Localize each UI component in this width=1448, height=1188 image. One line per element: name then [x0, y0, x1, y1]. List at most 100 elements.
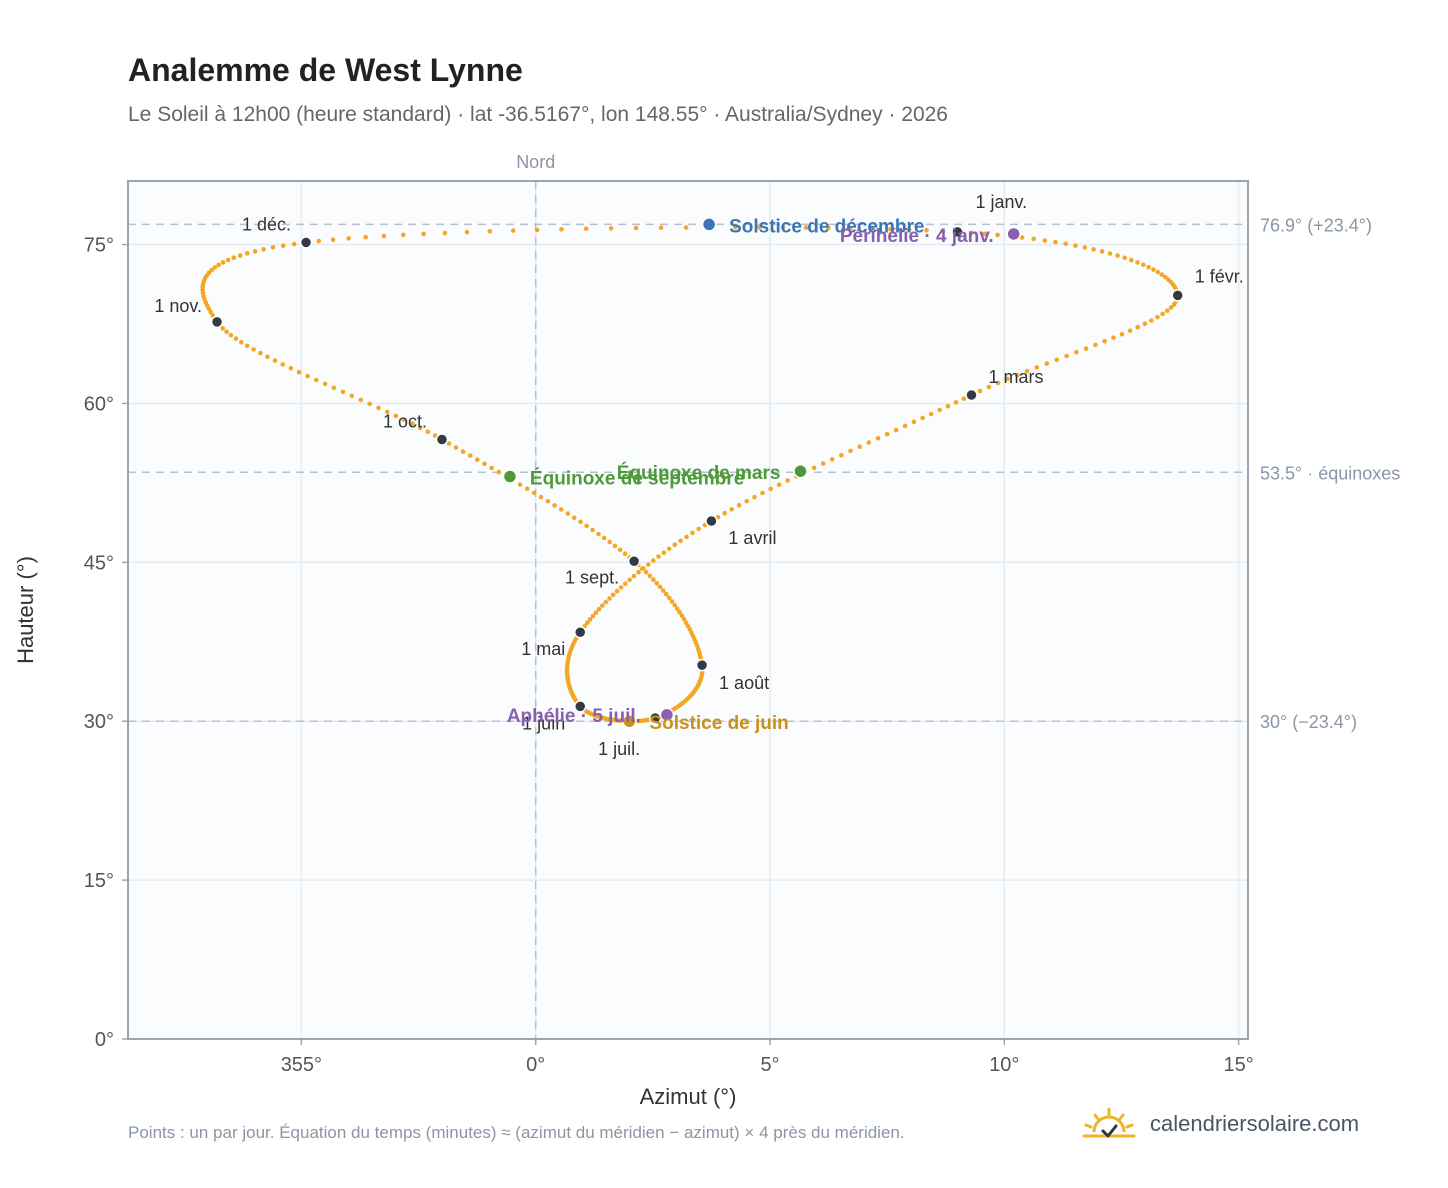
x-tick-label: 10° [989, 1054, 1019, 1076]
day-dot [1135, 260, 1140, 265]
day-dot [1107, 251, 1113, 256]
day-dot [627, 577, 632, 583]
day-dot [760, 490, 765, 496]
footnote: Points : un par jour. Équation du temps … [128, 1123, 905, 1142]
day-dot [678, 538, 683, 544]
event-label: Solstice de juin [649, 713, 788, 734]
day-dot [225, 257, 231, 263]
day-dot [590, 613, 596, 619]
day-dot [683, 620, 689, 625]
event-marker [622, 713, 637, 729]
day-dot [839, 452, 844, 458]
day-dot [826, 225, 831, 231]
day-dot [596, 606, 602, 612]
day-dot [902, 423, 908, 429]
day-dot [651, 577, 656, 582]
day-dot [531, 490, 537, 496]
month-label: 1 oct. [383, 411, 427, 431]
event-marker [659, 707, 675, 723]
day-dot [1159, 272, 1165, 277]
day-dot [1054, 357, 1059, 363]
day-dot [1115, 253, 1120, 258]
x-tick-label: 5° [760, 1054, 779, 1076]
month-marker [573, 625, 587, 639]
event-marker [1006, 226, 1021, 242]
day-dot [674, 606, 680, 611]
day-dot [847, 225, 853, 231]
day-dot [661, 550, 667, 555]
day-dot [559, 227, 564, 232]
day-dot [776, 482, 782, 488]
day-dot [647, 573, 653, 579]
day-dot [209, 267, 214, 273]
day-dot [884, 431, 890, 437]
day-dot [460, 449, 466, 454]
chart-title: Analemme de West Lynne [128, 52, 523, 88]
x-axis-label: Azimut (°) [640, 1084, 737, 1109]
day-dot [857, 444, 862, 450]
day-dot [212, 265, 218, 270]
event-marker [502, 469, 518, 484]
day-dot [224, 329, 229, 335]
y-tick-label: 30° [84, 711, 114, 733]
day-dot [633, 225, 639, 231]
plot-frame [127, 180, 1249, 1040]
chart-subtitle: Le Soleil à 12h00 (heure standard) · lat… [128, 103, 948, 126]
day-dot [953, 400, 959, 405]
month-marker [705, 514, 718, 528]
day-dot [565, 511, 571, 516]
day-dot [601, 535, 607, 541]
day-dot [245, 251, 250, 256]
day-dot [608, 226, 614, 231]
day-dot [410, 421, 415, 427]
day-dot [924, 228, 929, 233]
day-dot [446, 441, 452, 446]
day-dot [552, 503, 557, 508]
day-dot [558, 507, 564, 512]
day-dot [654, 581, 660, 586]
brand: calendriersolaire.com [1082, 1102, 1359, 1146]
event-label: Solstice de décembre [729, 216, 924, 237]
day-dot [1171, 302, 1177, 307]
day-dot [768, 486, 773, 492]
day-dot [291, 241, 297, 247]
day-dot [661, 588, 666, 593]
day-dot [216, 262, 221, 268]
day-dot [251, 347, 256, 352]
day-dot [928, 411, 934, 417]
day-dot [330, 237, 336, 242]
day-dot [1073, 243, 1078, 248]
day-dot [603, 599, 609, 605]
month-label: 1 juin [522, 713, 565, 733]
day-dot [517, 482, 523, 487]
north-label: Nord [516, 152, 555, 172]
day-dot [583, 226, 589, 232]
day-dot [683, 225, 689, 230]
day-dot [995, 380, 1001, 386]
day-dot [475, 457, 480, 463]
day-dot [381, 233, 387, 239]
day-dot [736, 503, 742, 508]
sun-check-icon [1082, 1107, 1136, 1138]
day-dot [722, 511, 727, 516]
day-dot [906, 227, 912, 232]
month-marker [573, 700, 587, 713]
month-label: 1 janv. [975, 192, 1027, 212]
day-dot [848, 448, 853, 454]
day-dot [651, 558, 656, 563]
day-dot [464, 229, 470, 235]
day-dot [672, 542, 678, 548]
day-dot [610, 592, 616, 598]
day-dot [1151, 267, 1156, 272]
event-label: Équinoxe de septembre [530, 468, 744, 490]
day-dot [1082, 245, 1088, 250]
day-dot [233, 336, 239, 341]
day-dot [920, 415, 925, 421]
day-dot [417, 425, 423, 431]
reference-line-label: 53.5° · équinoxes [1260, 463, 1400, 483]
month-label: 1 avril [728, 528, 776, 548]
day-dot [584, 523, 589, 529]
month-label: 1 déc. [242, 214, 291, 234]
day-dot [384, 409, 390, 415]
day-dot [401, 417, 407, 423]
